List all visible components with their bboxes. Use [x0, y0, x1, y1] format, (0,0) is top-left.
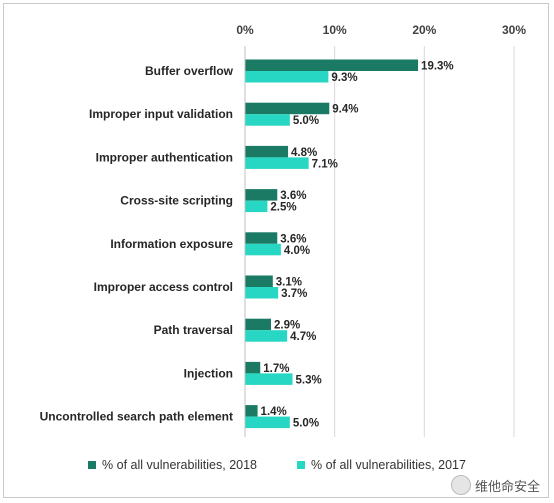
- data-label-2018: 2.9%: [274, 320, 300, 332]
- data-label-2018: 4.8%: [291, 147, 317, 159]
- category-label: Improper input validation: [89, 107, 233, 121]
- category-label: Improper authentication: [96, 150, 233, 164]
- data-label-2017: 7.1%: [312, 158, 338, 170]
- bar-2017: [245, 157, 309, 169]
- bar-2018: [245, 275, 273, 287]
- data-label-2017: 3.7%: [281, 288, 307, 300]
- x-tick-label: 20%: [412, 23, 436, 37]
- bar-2017: [245, 416, 290, 429]
- watermark: 维他命安全: [450, 475, 540, 495]
- data-label-2017: 5.0%: [293, 418, 319, 430]
- bar-2018: [245, 59, 419, 71]
- legend-swatch-2017: [297, 461, 305, 469]
- category-label: Path traversal: [154, 323, 233, 337]
- data-label-2018: 1.7%: [263, 363, 289, 375]
- data-label-2018: 3.1%: [276, 277, 302, 289]
- data-label-2018: 3.6%: [280, 190, 306, 202]
- data-label-2018: 9.4%: [332, 104, 358, 116]
- data-label-2018: 1.4%: [261, 406, 287, 418]
- watermark-text: 维他命安全: [474, 479, 540, 495]
- data-label-2017: 4.7%: [290, 331, 316, 343]
- chart-legend: % of all vulnerabilities, 2018 % of all …: [0, 455, 554, 475]
- legend-item-2018: % of all vulnerabilities, 2018: [88, 458, 257, 472]
- x-tick-label: 10%: [323, 23, 347, 37]
- bar-2017: [245, 71, 329, 83]
- bar-2018: [245, 189, 278, 201]
- legend-label-2017: % of all vulnerabilities, 2017: [311, 458, 466, 472]
- x-tick-label: 0%: [236, 23, 254, 37]
- data-label-2017: 9.3%: [331, 72, 357, 84]
- bar-2017: [245, 114, 290, 126]
- data-label-2017: 5.0%: [293, 115, 319, 127]
- bar-2018: [245, 361, 261, 374]
- data-label-2017: 2.5%: [270, 202, 296, 214]
- bar-2018: [245, 145, 289, 158]
- bar-2017: [245, 200, 268, 213]
- bar-2017: [245, 330, 288, 342]
- category-label: Information exposure: [110, 237, 233, 251]
- category-label: Buffer overflow: [145, 64, 234, 78]
- category-label: Injection: [184, 366, 233, 380]
- data-label-2017: 4.0%: [284, 245, 310, 257]
- category-label: Improper access control: [94, 280, 233, 294]
- legend-swatch-2018: [88, 461, 97, 469]
- bar-2017: [245, 373, 293, 385]
- bar-2017: [245, 287, 279, 299]
- bar-2017: [245, 243, 281, 256]
- legend-item-2017: % of all vulnerabilities, 2017: [297, 458, 466, 472]
- category-label: Uncontrolled search path element: [40, 410, 233, 424]
- data-label-2018: 3.6%: [280, 233, 306, 245]
- data-label-2018: 19.3%: [421, 61, 454, 73]
- x-tick-label: 30%: [502, 23, 526, 37]
- bar-2018: [245, 318, 272, 331]
- data-label-2017: 5.3%: [296, 374, 322, 386]
- bar-2018: [245, 232, 278, 244]
- bar-2018: [245, 102, 330, 115]
- category-label: Cross-site scripting: [120, 194, 233, 208]
- legend-label-2018: % of all vulnerabilities, 2018: [102, 458, 257, 472]
- bar-2018: [245, 405, 258, 417]
- wechat-logo-icon: [450, 475, 471, 495]
